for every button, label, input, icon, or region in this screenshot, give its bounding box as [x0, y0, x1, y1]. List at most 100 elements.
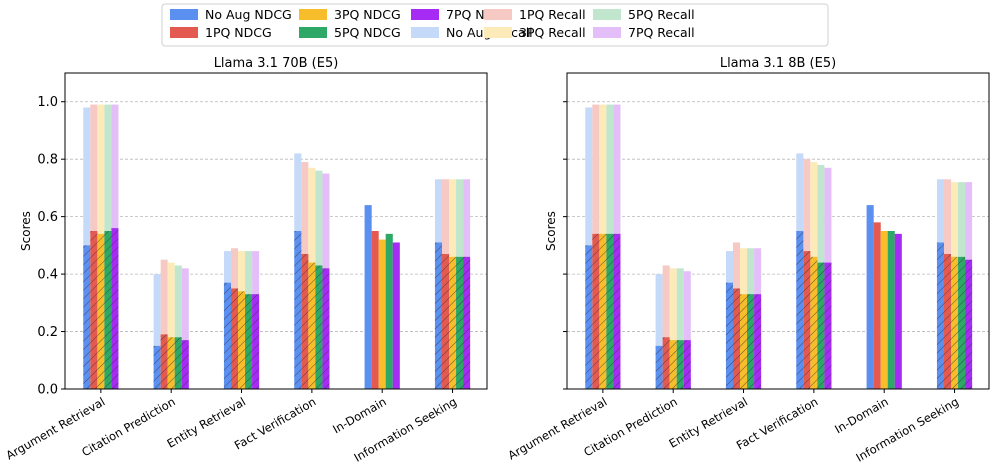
- bar-ndcg-no-aug-in-domain: [364, 205, 372, 389]
- y-tick-label: 0.6: [37, 210, 58, 225]
- bar-hatch-1pq-fact-verification: [301, 253, 309, 389]
- bar-recall-no-aug-citation-prediction: [153, 274, 161, 389]
- bar-hatch-3pq-argument-retrieval: [599, 233, 607, 389]
- bar-hatch-3pq-information-seeking: [951, 256, 959, 389]
- bar-hatch-1pq-information-seeking: [943, 253, 952, 389]
- bar-hatch-3pq-fact-verification: [308, 262, 316, 389]
- legend-label-no-aug-ndcg: No Aug NDCG: [205, 7, 292, 22]
- y-tick-label: 0.8: [37, 153, 58, 168]
- legend-swatch-no-aug-ndcg: [170, 9, 198, 20]
- legend-label-5pq-recall: 5PQ Recall: [628, 7, 695, 22]
- bar-hatch-7pq-citation-prediction: [181, 340, 189, 389]
- bar-hatch-5pq-information-seeking: [958, 256, 966, 389]
- y-tick-label: 0.0: [37, 383, 58, 398]
- y-axis-label: Scores: [544, 211, 558, 251]
- bar-recall-7pq-citation-prediction: [683, 271, 691, 389]
- bar-hatch-3pq-argument-retrieval: [97, 233, 105, 389]
- bar-ndcg-5pq-in-domain: [887, 231, 895, 389]
- bars: [585, 104, 973, 390]
- bar-recall-no-aug-citation-prediction: [655, 274, 663, 389]
- legend-label-1pq-recall: 1PQ Recall: [519, 7, 586, 22]
- legend-swatch-7pq-ndcg: [411, 9, 439, 20]
- bar-ndcg-1pq-in-domain: [371, 231, 379, 389]
- bar-ndcg-no-aug-in-domain: [866, 205, 874, 389]
- legend-label-3pq-ndcg: 3PQ NDCG: [334, 7, 401, 22]
- bar-hatch-7pq-fact-verification: [322, 268, 330, 389]
- bar-ndcg-1pq-in-domain: [873, 222, 881, 389]
- bar-hatch-no-aug-fact-verification: [796, 231, 804, 389]
- bar-recall-3pq-citation-prediction: [669, 268, 677, 389]
- bar-recall-5pq-citation-prediction: [676, 268, 684, 389]
- legend-swatch-3pq-recall: [484, 27, 512, 38]
- y-tick-label: 0.4: [37, 268, 58, 283]
- bar-hatch-7pq-information-seeking: [965, 259, 973, 389]
- bar-hatch-7pq-information-seeking: [463, 256, 471, 389]
- bar-hatch-1pq-argument-retrieval: [90, 231, 98, 389]
- bar-hatch-3pq-citation-prediction: [167, 337, 175, 389]
- bar-hatch-no-aug-information-seeking: [434, 242, 442, 389]
- legend-label-1pq-ndcg: 1PQ NDCG: [205, 25, 272, 40]
- bar-hatch-5pq-entity-retrieval: [245, 294, 253, 389]
- legend-swatch-1pq-ndcg: [170, 27, 198, 38]
- legend-swatch-1pq-recall: [484, 9, 512, 20]
- bar-hatch-5pq-fact-verification: [817, 262, 825, 389]
- bars: [83, 104, 471, 390]
- bar-hatch-no-aug-entity-retrieval: [725, 282, 733, 389]
- bar-hatch-3pq-information-seeking: [449, 256, 457, 389]
- bar-ndcg-3pq-in-domain: [378, 239, 386, 389]
- bar-recall-1pq-citation-prediction: [662, 265, 670, 389]
- bar-recall-3pq-citation-prediction: [167, 262, 175, 389]
- bar-hatch-1pq-entity-retrieval: [732, 288, 741, 389]
- bar-hatch-no-aug-argument-retrieval: [585, 245, 593, 389]
- bar-hatch-3pq-fact-verification: [810, 256, 818, 389]
- axes-frame: [64, 72, 488, 390]
- x-tick-label-in-domain: In-Domain: [832, 394, 891, 436]
- legend-swatch-no-aug-recall: [411, 27, 439, 38]
- bar-hatch-5pq-information-seeking: [456, 256, 464, 389]
- legend-swatch-3pq-ndcg: [299, 9, 327, 20]
- bar-hatch-1pq-citation-prediction: [160, 334, 168, 389]
- bar-hatch-no-aug-entity-retrieval: [223, 282, 231, 389]
- bar-hatch-1pq-citation-prediction: [662, 337, 670, 389]
- bar-ndcg-7pq-in-domain: [894, 233, 902, 389]
- legend-swatch-7pq-recall: [593, 27, 621, 38]
- bar-hatch-3pq-entity-retrieval: [740, 294, 748, 389]
- bar-hatch-5pq-fact-verification: [315, 265, 323, 389]
- bar-hatch-7pq-fact-verification: [824, 262, 832, 389]
- bar-hatch-no-aug-citation-prediction: [655, 345, 663, 389]
- bar-ndcg-5pq-in-domain: [385, 233, 393, 389]
- bar-hatch-no-aug-argument-retrieval: [83, 245, 91, 389]
- bar-hatch-1pq-information-seeking: [441, 253, 450, 389]
- legend-frame: [161, 3, 829, 47]
- bar-hatch-5pq-argument-retrieval: [606, 233, 614, 389]
- legend-swatch-5pq-ndcg: [299, 27, 327, 38]
- legend-label-3pq-recall: 3PQ Recall: [519, 25, 586, 40]
- y-axis-label: Scores: [19, 211, 33, 251]
- y-tick-label: 1.0: [37, 95, 58, 110]
- bar-hatch-5pq-entity-retrieval: [747, 294, 755, 389]
- bar-hatch-7pq-entity-retrieval: [252, 294, 260, 389]
- bar-hatch-5pq-citation-prediction: [174, 337, 182, 389]
- bar-hatch-no-aug-citation-prediction: [153, 345, 161, 389]
- bar-ndcg-7pq-in-domain: [392, 242, 400, 389]
- chart-panels: 0.0 0.2 0.4 0.6 0.8 1.0 Argument RetrievalCita…: [4, 56, 990, 465]
- bar-hatch-3pq-citation-prediction: [669, 340, 677, 389]
- bar-hatch-7pq-citation-prediction: [683, 340, 691, 389]
- bar-ndcg-3pq-in-domain: [880, 231, 888, 389]
- bar-hatch-7pq-entity-retrieval: [754, 294, 762, 389]
- chart-title: Llama 3.1 8B (E5): [720, 56, 836, 71]
- bar-hatch-1pq-argument-retrieval: [592, 233, 600, 389]
- bar-hatch-3pq-entity-retrieval: [238, 291, 246, 389]
- bar-recall-1pq-citation-prediction: [160, 259, 168, 389]
- chart-title: Llama 3.1 70B (E5): [214, 56, 339, 71]
- axes-frame: [566, 72, 990, 390]
- bar-hatch-no-aug-fact-verification: [294, 231, 302, 389]
- bar-hatch-7pq-argument-retrieval: [111, 228, 119, 389]
- bar-recall-5pq-citation-prediction: [174, 265, 182, 389]
- bar-hatch-5pq-citation-prediction: [676, 340, 684, 389]
